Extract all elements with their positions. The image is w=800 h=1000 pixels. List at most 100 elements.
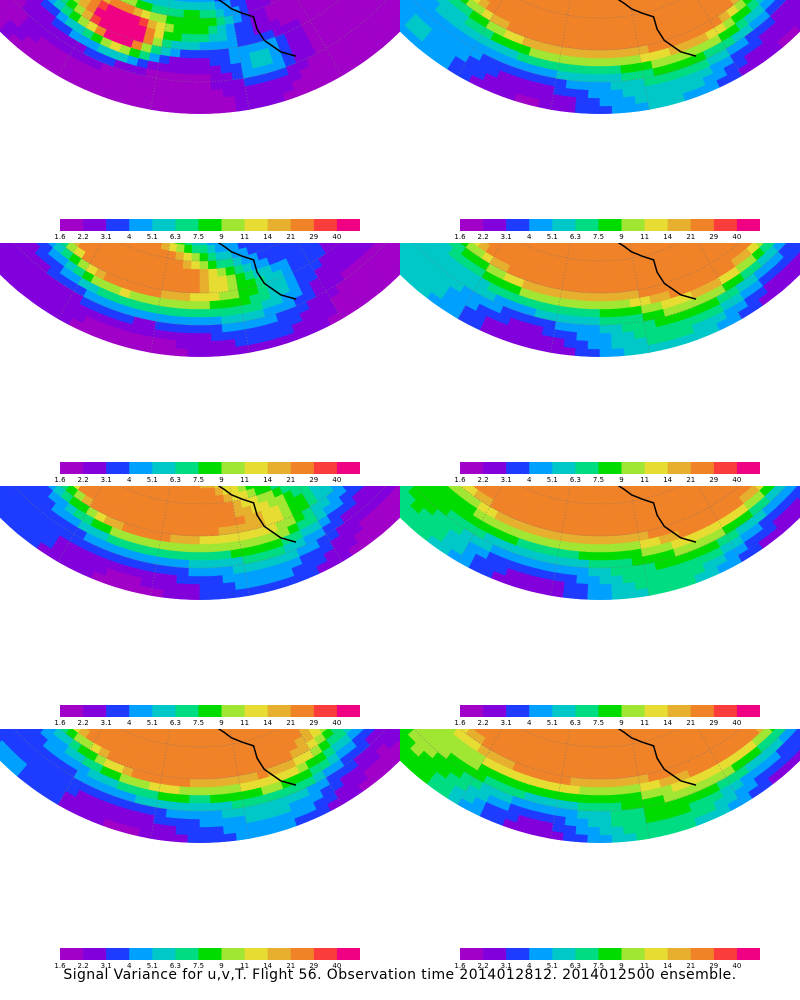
variance-cell (177, 558, 190, 569)
variance-cell (599, 81, 612, 91)
variance-cell (199, 591, 213, 600)
variance-cell (184, 729, 194, 732)
variance-cell (183, 251, 193, 262)
colorbar-label: 29 (309, 233, 319, 241)
variance-cell (199, 300, 211, 310)
variance-cell (191, 487, 201, 497)
longitude-line (150, 243, 171, 353)
variance-cell (221, 565, 235, 576)
variance-cell (189, 300, 201, 310)
variance-cell (218, 533, 231, 544)
longitude-line (150, 486, 171, 596)
colorbar-swatch (175, 948, 199, 960)
colorbar-label: 40 (332, 719, 342, 727)
variance-cell (199, 33, 210, 43)
variance-cell (207, 494, 217, 505)
variance-cell (179, 785, 191, 796)
colorbar-label: 4 (126, 962, 132, 970)
variance-cell (178, 64, 191, 75)
variance-cell (210, 80, 224, 91)
variance-cell (187, 575, 201, 585)
variance-cell (199, 746, 209, 756)
variance-cell (176, 809, 190, 820)
variance-cell (169, 290, 182, 301)
variance-cell (199, 252, 209, 262)
variance-cell (101, 0, 114, 5)
variance-cell (191, 738, 201, 748)
variance-cell (188, 73, 201, 83)
colorbar-label: 21 (286, 233, 296, 241)
colorbar-swatch (313, 948, 338, 960)
variance-cell (391, 243, 400, 255)
colorbar-swatch (175, 705, 199, 717)
variance-cell (218, 47, 231, 58)
variance-cell (199, 41, 210, 51)
variance-cell (588, 81, 601, 91)
variance-cell (199, 551, 211, 561)
colorbar-swatch (60, 219, 84, 231)
variance-cell (353, 0, 368, 5)
variance-cell (179, 299, 191, 310)
variance-cell (32, 243, 47, 248)
latitude-line (13, 243, 387, 326)
coastline (131, 243, 297, 300)
variance-cell (169, 533, 182, 544)
variance-cell (309, 0, 323, 10)
variance-cell (145, 729, 156, 734)
variance-cell (167, 306, 180, 317)
colorbar-swatch (267, 462, 292, 474)
variance-cell (210, 558, 223, 569)
variance-cell (286, 729, 299, 734)
colorbar-label: 4 (126, 719, 132, 727)
variance-cell (164, 508, 175, 519)
variance-cell (173, 752, 184, 763)
variance-cell (187, 97, 201, 107)
variance-cell (225, 265, 236, 276)
variance-cell (340, 243, 355, 249)
variance-cell (346, 729, 360, 741)
variance-cell (175, 825, 189, 836)
variance-cell (199, 730, 209, 740)
latitude-line (13, 729, 387, 812)
variance-cell (175, 8, 185, 18)
variance-cell (176, 80, 190, 91)
colorbar-label: 6.3 (169, 719, 181, 727)
colorbar-swatch (198, 462, 222, 474)
colorbar-swatch (152, 705, 176, 717)
variance-cell (216, 259, 226, 269)
variance-cell (162, 832, 177, 843)
variance-cell (220, 314, 234, 325)
variance-cell (208, 510, 219, 521)
variance-cell (220, 800, 234, 811)
variance-cell (82, 486, 96, 489)
variance-cell (189, 308, 201, 318)
colorbar-swatch (290, 462, 315, 474)
colorbar-swatch (244, 705, 268, 717)
variance-cell (181, 267, 192, 278)
variance-cell (199, 89, 213, 99)
colorbar-swatch (106, 948, 130, 960)
variance-cell (221, 79, 235, 90)
variance-cell (176, 566, 190, 577)
variance-cell (328, 486, 342, 491)
variance-cell (220, 63, 233, 74)
variance-cell (180, 40, 192, 51)
variance-cell (192, 243, 201, 246)
variance-cell (211, 96, 225, 107)
variance-cell (177, 315, 190, 326)
variance-cell (316, 243, 330, 248)
variance-cell (587, 89, 601, 99)
variance-cell (165, 257, 176, 268)
variance-cell (219, 784, 232, 795)
variance-cell (207, 737, 217, 748)
variance-cell (187, 348, 201, 357)
colorbar-label: 5.1 (146, 476, 158, 484)
variance-cell (189, 292, 201, 302)
variance-cell (208, 518, 219, 529)
colorbar-label: 40 (332, 233, 342, 241)
variance-cell (279, 486, 291, 495)
variance-cell (187, 591, 201, 600)
variance-cell (207, 251, 217, 262)
variance-cell (191, 495, 201, 505)
variance-cell (188, 810, 201, 820)
